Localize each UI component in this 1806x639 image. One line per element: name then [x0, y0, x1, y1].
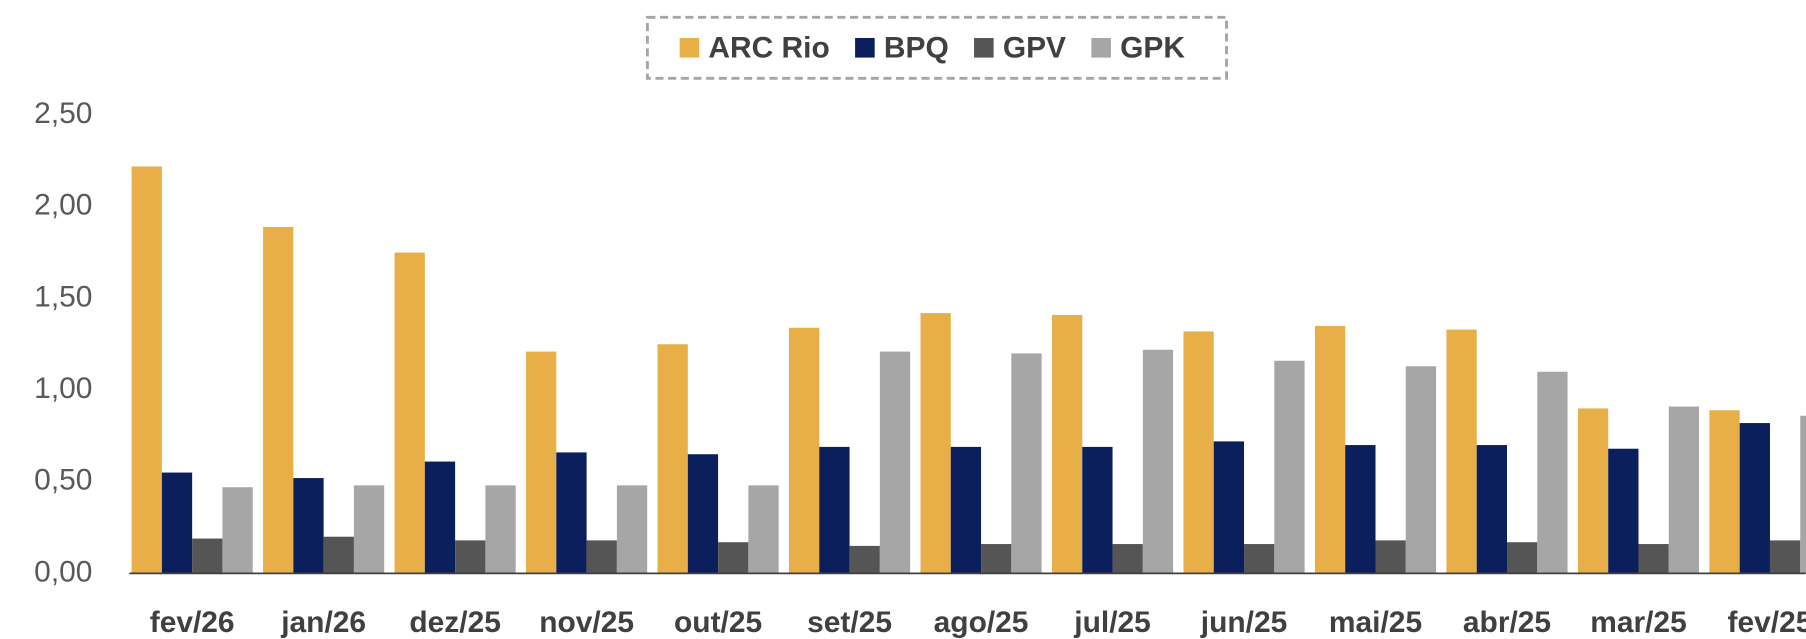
- bar: [1638, 544, 1669, 574]
- bar: [920, 313, 951, 574]
- x-tick-label: jun/25: [1200, 606, 1287, 639]
- x-tick-label: abr/25: [1463, 606, 1551, 639]
- legend-label: GPK: [1120, 31, 1185, 64]
- x-tick-label: nov/25: [539, 606, 634, 639]
- bar: [1112, 544, 1143, 574]
- bar: [161, 472, 193, 574]
- x-tick-label: dez/25: [409, 606, 500, 639]
- x-tick-label: jan/26: [280, 606, 366, 639]
- bar: [1709, 410, 1740, 574]
- bar: [616, 485, 648, 574]
- bar: [1739, 423, 1770, 574]
- x-tick-label: fev/25: [1728, 606, 1806, 639]
- bar: [1274, 360, 1305, 574]
- x-tick-label: set/25: [807, 606, 892, 639]
- bar: [323, 536, 354, 574]
- bar: [222, 487, 253, 574]
- y-tick-label: 1,00: [34, 372, 92, 405]
- bar: [1446, 329, 1477, 574]
- legend-swatch: [974, 37, 994, 58]
- x-tick-label: ago/25: [934, 606, 1029, 639]
- legend: ARC Rio BPQ GPV GPK: [679, 31, 1185, 64]
- bar: [1345, 445, 1376, 574]
- bar: [353, 485, 385, 574]
- bar: [657, 344, 688, 574]
- bar: [1142, 349, 1174, 574]
- legend-swatch: [679, 37, 700, 58]
- legend-label: GPV: [1003, 31, 1066, 64]
- bar: [1244, 544, 1275, 574]
- legend-swatch: [855, 37, 875, 58]
- y-tick-label: 0,00: [34, 555, 92, 588]
- x-tick-label: fev/26: [150, 606, 235, 639]
- bar: [455, 540, 486, 574]
- bar: [849, 545, 880, 574]
- bar: [131, 166, 162, 574]
- bar: [718, 542, 749, 574]
- bar: [586, 540, 617, 574]
- bar: [1577, 408, 1609, 574]
- bar: [263, 226, 294, 574]
- bar: [1608, 448, 1639, 574]
- bar: [1183, 331, 1214, 574]
- bar: [485, 485, 516, 574]
- bar: [394, 252, 425, 574]
- bar: [1051, 314, 1083, 574]
- bar: [293, 478, 324, 574]
- bar: [789, 327, 820, 574]
- bar: [1011, 353, 1042, 574]
- y-tick-label: 1,50: [34, 280, 92, 313]
- bar: [1506, 542, 1538, 574]
- bar: [1213, 441, 1245, 574]
- bar: [1537, 371, 1568, 574]
- bar: [556, 452, 587, 574]
- legend-box: [645, 15, 1228, 80]
- legend-label: BPQ: [884, 31, 949, 64]
- bar: [192, 538, 223, 574]
- x-tick-label: jul/25: [1073, 606, 1151, 639]
- legend-label: ARC Rio: [708, 31, 829, 64]
- bar: [1769, 540, 1801, 574]
- bar: [819, 446, 850, 574]
- bar: [1375, 540, 1406, 574]
- bar: [879, 351, 911, 574]
- bar: [687, 454, 719, 574]
- bar: [748, 485, 779, 574]
- bar: [1476, 445, 1507, 574]
- x-tick-label: mar/25: [1590, 606, 1687, 639]
- x-tick-label: out/25: [674, 606, 762, 639]
- bar: [981, 544, 1012, 574]
- y-tick-label: 2,50: [34, 97, 92, 130]
- legend-swatch: [1091, 37, 1111, 58]
- bar: [1314, 325, 1346, 574]
- bar: [424, 461, 456, 574]
- bar: [1082, 446, 1113, 574]
- bar: [1668, 406, 1700, 574]
- y-tick-label: 0,50: [34, 464, 92, 497]
- bar: [950, 446, 982, 574]
- bar: [526, 351, 557, 574]
- y-tick-label: 2,00: [34, 189, 92, 222]
- bar: [1405, 366, 1437, 574]
- x-tick-label: mai/25: [1329, 606, 1422, 639]
- bar: [1800, 415, 1806, 574]
